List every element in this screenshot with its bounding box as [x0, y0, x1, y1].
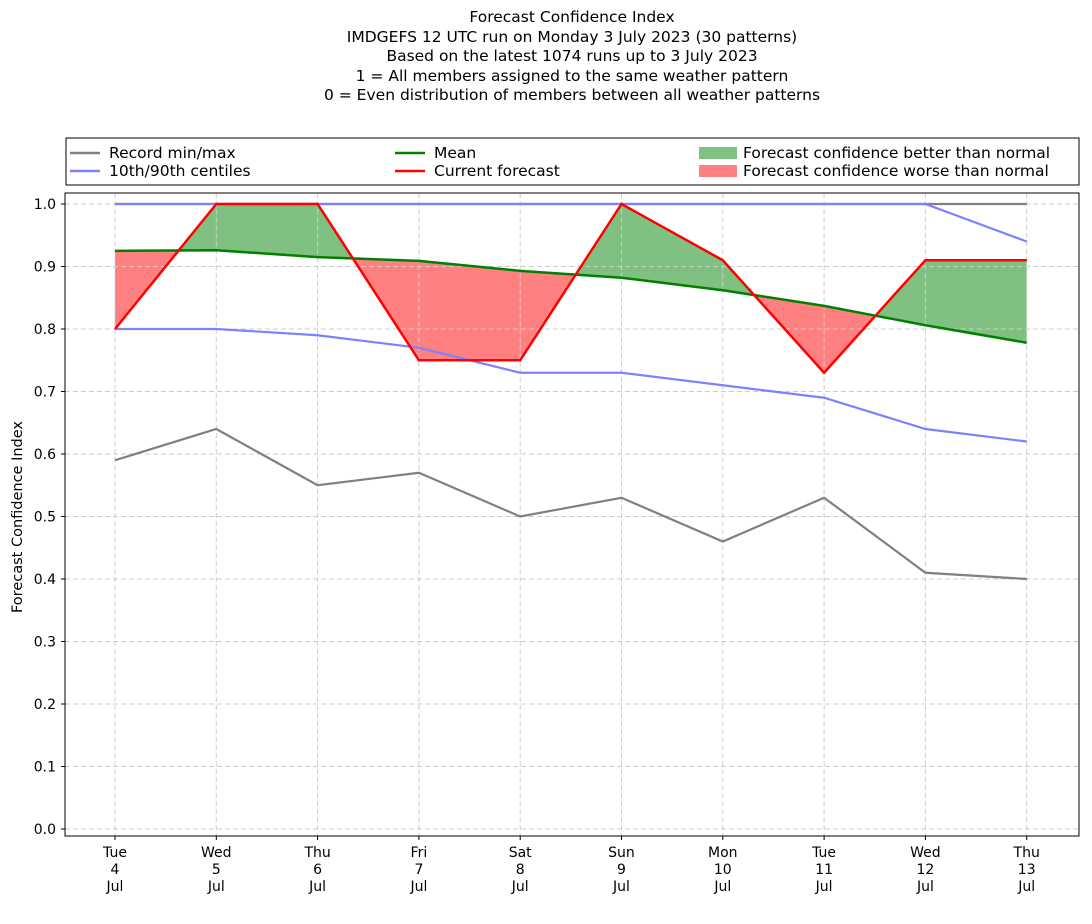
- x-tick-label: Fri: [411, 845, 428, 861]
- y-tick-label: 1.0: [34, 197, 56, 213]
- y-tick-label: 0.4: [34, 572, 56, 588]
- legend-label: Forecast confidence worse than normal: [743, 162, 1049, 180]
- fill-worse-than-normal: [824, 305, 876, 373]
- y-tick-label: 0.6: [34, 447, 56, 463]
- legend-label: Record min/max: [109, 144, 236, 162]
- legend-label: Current forecast: [434, 162, 560, 180]
- x-tick-label: Sun: [608, 845, 635, 861]
- x-tick-label: Wed: [201, 845, 232, 861]
- x-tick-label: 10: [714, 862, 732, 878]
- x-tick-label: Jul: [511, 879, 529, 895]
- y-tick-label: 0.9: [34, 260, 56, 276]
- series-line-record-min: [114, 427, 1027, 581]
- y-tick-label: 0.7: [34, 385, 56, 401]
- y-axis-label: Forecast Confidence Index: [10, 421, 26, 613]
- x-tick-label: Jul: [207, 879, 225, 895]
- y-axis: 0.0 0.1 0.2 0.3 0.4 0.5 0.6 0.7 0.8 0.9 1.0: [34, 197, 65, 838]
- x-tick-label: 8: [516, 862, 525, 878]
- title-line-3: Based on the latest 1074 runs up to 3 Ju…: [386, 47, 758, 65]
- x-tick-label: Jul: [1017, 879, 1035, 895]
- plot-frame: [64, 192, 1080, 837]
- x-tick-label: 12: [916, 862, 934, 878]
- x-tick-label: Wed: [910, 845, 941, 861]
- legend-swatch-patch: [699, 147, 737, 159]
- y-tick-label: 0.8: [34, 322, 56, 338]
- x-tick-label: Tue: [102, 845, 127, 861]
- chart-title: Forecast Confidence Index IMDGEFS 12 UTC…: [0, 8, 1092, 106]
- x-tick-label: Jul: [409, 879, 427, 895]
- x-tick-label: Jul: [713, 879, 731, 895]
- x-tick-label: 6: [313, 862, 322, 878]
- x-tick-label: 13: [1018, 862, 1036, 878]
- x-tick-label: Mon: [708, 845, 738, 861]
- x-tick-label: 4: [111, 862, 120, 878]
- x-tick-label: Sat: [509, 845, 532, 861]
- legend-label: Forecast confidence better than normal: [743, 144, 1050, 162]
- x-tick-label: Tue: [811, 845, 836, 861]
- x-tick-label: 7: [414, 862, 423, 878]
- x-tick-label: Jul: [612, 879, 630, 895]
- legend-label: 10th/90th centiles: [109, 162, 251, 180]
- fill-better-than-normal: [925, 260, 1027, 343]
- x-tick-label: 5: [212, 862, 221, 878]
- x-tick-label: Thu: [1013, 845, 1040, 861]
- series-lines: [114, 202, 1028, 581]
- x-tick-label: Jul: [815, 879, 833, 895]
- confidence-fills: [115, 204, 1027, 373]
- y-tick-label: 0.3: [34, 635, 56, 651]
- title-line-2: IMDGEFS 12 UTC run on Monday 3 July 2023…: [346, 27, 798, 46]
- x-tick-label: Jul: [916, 879, 934, 895]
- x-tick-label: Thu: [303, 845, 330, 861]
- legend-label: Mean: [434, 144, 476, 162]
- series-line-current: [114, 202, 1027, 375]
- x-axis: Tue4JulWed5JulThu6JulFri7JulSat8JulSun9J…: [102, 836, 1040, 895]
- legend-swatch-patch: [699, 165, 737, 177]
- x-tick-label: Jul: [106, 879, 124, 895]
- y-tick-label: 0.5: [34, 510, 56, 526]
- y-tick-label: 0.0: [34, 822, 56, 838]
- title-line-4: 1 = All members assigned to the same wea…: [355, 66, 789, 85]
- fill-better-than-normal: [216, 204, 318, 258]
- series-line-p10: [115, 327, 1027, 443]
- x-tick-label: 9: [617, 862, 626, 878]
- fill-worse-than-normal: [418, 260, 521, 361]
- x-tick-label: Jul: [308, 879, 326, 895]
- legend-box: [65, 137, 1080, 186]
- y-tick-label: 0.1: [34, 760, 56, 776]
- title-line-1: Forecast Confidence Index: [469, 8, 675, 26]
- y-tick-label: 0.2: [34, 697, 56, 713]
- fill-better-than-normal: [875, 260, 926, 326]
- title-line-5: 0 = Even distribution of members between…: [323, 86, 821, 104]
- x-tick-label: 11: [815, 862, 833, 878]
- fill-better-than-normal: [621, 204, 723, 291]
